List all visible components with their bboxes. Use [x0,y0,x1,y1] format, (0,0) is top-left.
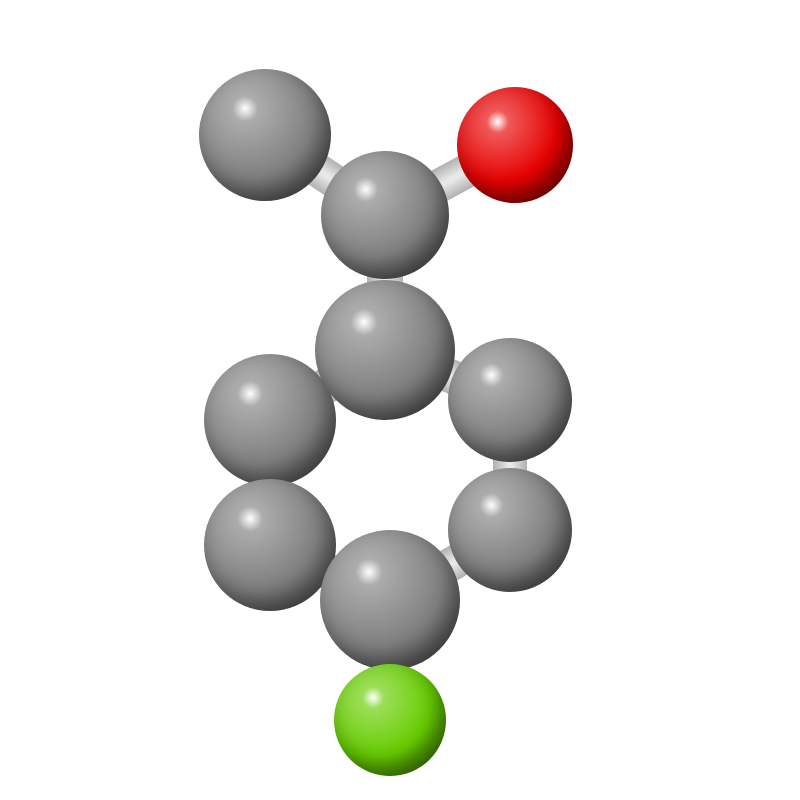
atom-f [334,664,446,776]
atom-o [457,87,573,203]
atom-c [321,151,449,279]
atom-c [204,479,336,611]
atom-c [448,338,572,462]
atom-c [448,468,572,592]
atom-c [204,354,336,486]
atom-c [320,530,460,670]
atom-c [315,280,455,420]
atom-c [199,69,331,201]
molecule-viewer [0,0,800,800]
